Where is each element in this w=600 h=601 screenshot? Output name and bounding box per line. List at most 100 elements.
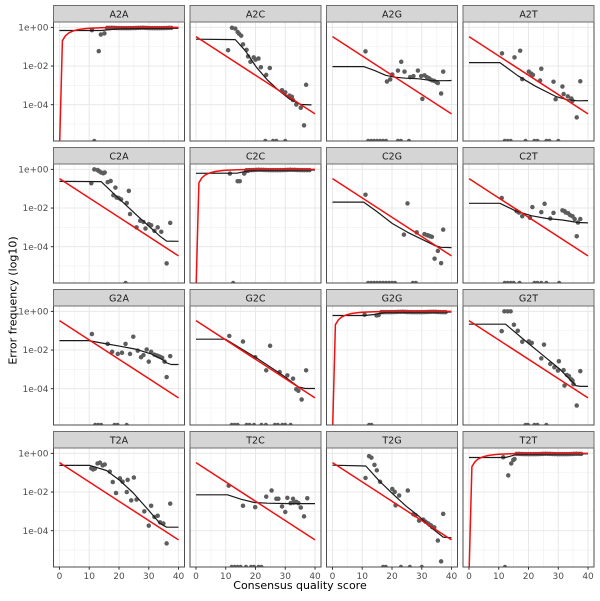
zero-floor-point xyxy=(275,422,281,425)
data-point xyxy=(539,66,544,71)
data-point xyxy=(125,477,130,483)
data-point xyxy=(405,201,410,206)
data-point xyxy=(290,376,296,381)
facet-strip-label: A2C xyxy=(246,9,266,20)
data-point xyxy=(438,559,444,564)
facet-panel-G2C: G2C xyxy=(189,289,322,426)
data-point xyxy=(263,494,269,499)
zero-floor-point xyxy=(398,564,404,567)
x-tick-label: 30 xyxy=(416,572,428,582)
data-point xyxy=(499,51,505,56)
data-point xyxy=(305,495,310,501)
data-point xyxy=(110,479,115,485)
facet-strip-label: A2G xyxy=(382,9,402,20)
data-point xyxy=(402,69,407,74)
data-point xyxy=(405,488,411,493)
data-point xyxy=(263,368,269,373)
facet-strip-A2C xyxy=(189,5,322,23)
zero-floor-point xyxy=(283,422,288,425)
data-point xyxy=(519,214,525,219)
zero-floor-point xyxy=(274,138,279,141)
y-tick-label: 1e+00 xyxy=(18,166,49,176)
zero-floor-point xyxy=(539,280,544,283)
zero-floor-point xyxy=(98,422,104,425)
zero-floor-point xyxy=(535,280,540,283)
y-tick-label: 1e+00 xyxy=(18,308,49,318)
facet-panel-C2C: C2C xyxy=(189,147,322,284)
data-point xyxy=(142,509,147,514)
y-tick-label: 1e+00 xyxy=(18,24,49,34)
facet-strip-T2T xyxy=(462,431,595,449)
facet-panel-G2A: G2A 1e+00 1e-02 1e-04 xyxy=(18,289,185,426)
data-point xyxy=(395,68,401,73)
zero-floor-point xyxy=(392,280,398,283)
data-point xyxy=(420,96,425,102)
x-tick-label: 0 xyxy=(466,572,472,582)
data-point xyxy=(108,178,113,184)
data-point xyxy=(164,261,169,266)
zero-floor-point xyxy=(535,138,540,141)
zero-floor-point xyxy=(230,280,236,283)
theory-line xyxy=(59,319,179,399)
data-point xyxy=(269,488,274,493)
zero-floor-point xyxy=(369,422,374,425)
zero-floor-point xyxy=(544,280,549,283)
y-tick-label: 1e-04 xyxy=(23,527,49,537)
data-point xyxy=(267,65,273,71)
facet-strip-A2T xyxy=(462,5,595,23)
data-point xyxy=(363,192,368,197)
data-point xyxy=(512,456,517,462)
facet-strip-G2C xyxy=(189,289,322,307)
facet-panel-C2T: C2T xyxy=(462,147,595,284)
facet-strip-C2C xyxy=(189,147,322,165)
data-point xyxy=(508,461,514,466)
data-point xyxy=(517,48,523,53)
data-point xyxy=(285,373,290,378)
data-point xyxy=(440,69,446,74)
facet-strip-label: G2A xyxy=(109,293,129,304)
data-point xyxy=(167,353,173,359)
zero-floor-point xyxy=(517,280,522,283)
data-point xyxy=(574,234,579,239)
fit-line xyxy=(469,202,589,224)
fit-line xyxy=(196,494,315,505)
facet-panel-G2T: G2T xyxy=(462,289,595,426)
data-point xyxy=(565,94,571,99)
zero-floor-point xyxy=(251,422,257,425)
data-point xyxy=(155,513,160,519)
data-point xyxy=(553,97,558,102)
theory-line xyxy=(195,35,316,115)
zero-floor-point xyxy=(247,422,252,425)
fit-line xyxy=(332,66,452,82)
zero-floor-point xyxy=(238,564,243,567)
zero-floor-point xyxy=(243,564,249,567)
data-point xyxy=(131,334,136,339)
data-point xyxy=(396,493,402,498)
y-tick-label: 1e+00 xyxy=(18,450,49,460)
data-point xyxy=(363,475,368,481)
zero-floor-point xyxy=(525,422,531,425)
fit-line xyxy=(195,169,316,174)
data-point xyxy=(225,47,231,53)
data-point xyxy=(146,359,152,364)
data-point xyxy=(502,309,507,314)
zero-floor-point xyxy=(556,280,562,283)
zero-floor-point xyxy=(123,280,128,283)
facet-panel-A2T: A2T xyxy=(462,5,595,142)
data-point xyxy=(551,210,556,216)
facet-panel-C2A: C2A 1e+00 1e-02 1e-04 xyxy=(18,147,185,284)
theory-line xyxy=(332,35,452,115)
fit-line xyxy=(332,201,452,249)
facet-panel-C2G: C2G xyxy=(326,147,458,284)
data-point xyxy=(511,322,517,327)
x-tick-label: 20 xyxy=(250,572,262,582)
data-point xyxy=(578,79,583,84)
facet-panel-A2A: A2A 1e+00 1e-02 1e-04 xyxy=(18,5,185,142)
zero-floor-point xyxy=(502,564,508,567)
data-point xyxy=(124,489,129,495)
y-tick-label: 1e-02 xyxy=(23,62,49,72)
data-point xyxy=(556,359,562,364)
data-point xyxy=(572,216,577,222)
